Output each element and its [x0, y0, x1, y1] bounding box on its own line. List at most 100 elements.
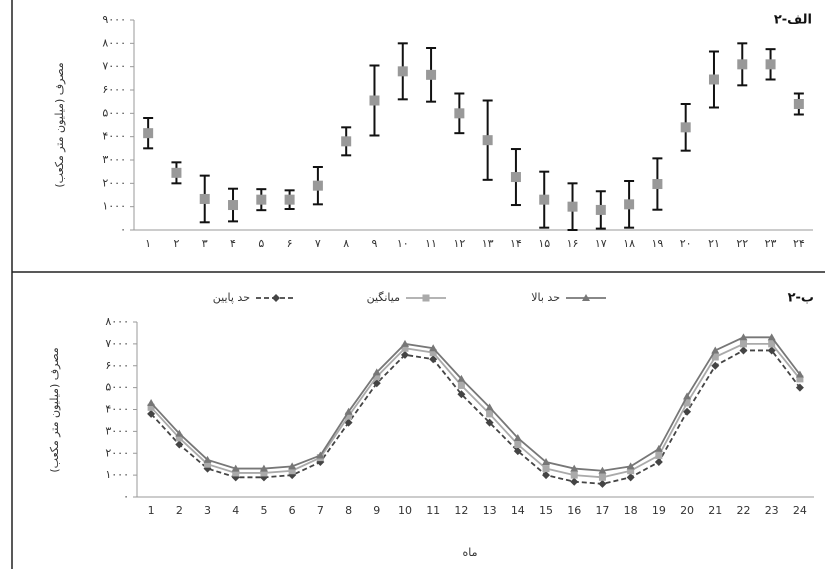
point	[256, 195, 266, 205]
x-tick-label: 2	[176, 504, 183, 517]
y-tick-label: ۱۰۰۰	[105, 468, 129, 481]
point	[200, 194, 210, 204]
marker	[514, 441, 521, 448]
marker	[627, 473, 635, 481]
point	[511, 172, 521, 182]
marker	[627, 462, 635, 469]
x-tick-label: ۶	[287, 237, 293, 250]
marker	[599, 474, 606, 481]
x-tick-label: 12	[454, 504, 468, 517]
y-tick-label: ۶۰۰۰	[105, 359, 129, 372]
line	[151, 337, 800, 470]
point	[426, 70, 436, 80]
x-axis-label: ماه	[462, 546, 477, 559]
y-tick-label: ۲۰۰۰	[105, 446, 129, 459]
x-tick-label: ۱۸	[623, 237, 635, 250]
line	[151, 344, 800, 477]
point	[454, 108, 464, 118]
x-tick-label: 8	[345, 504, 352, 517]
marker	[458, 382, 465, 389]
figure: ۲-الف ۲-ب مصرف (میلیون متر مکعب) مصرف (م…	[0, 0, 825, 569]
x-tick-label: ۱۴	[510, 237, 522, 250]
x-tick-label: 15	[539, 504, 553, 517]
x-tick-label: ۲۴	[793, 237, 805, 250]
point	[341, 136, 351, 146]
x-tick-label: ۵	[258, 237, 264, 250]
marker	[147, 399, 155, 406]
x-tick-label: ۱۳	[482, 237, 494, 250]
legend-label: حد پایین	[213, 291, 250, 304]
x-tick-label: 6	[289, 504, 296, 517]
y-tick-label: ۹۰۰۰	[102, 13, 126, 26]
point	[596, 205, 606, 215]
x-tick-label: ۹	[372, 237, 378, 250]
marker	[401, 340, 409, 347]
legend-marker	[423, 295, 430, 302]
x-tick-label: 9	[373, 504, 380, 517]
x-tick-label: 11	[426, 504, 440, 517]
x-tick-label: ۱۱	[425, 237, 437, 250]
y-tick-label: ۶۰۰۰	[102, 83, 126, 96]
point	[228, 200, 238, 210]
x-tick-label: 21	[708, 504, 722, 517]
y-tick-label: ۵۰۰۰	[102, 106, 126, 119]
point	[539, 195, 549, 205]
marker	[598, 480, 606, 488]
point	[285, 195, 295, 205]
y-axis-label: مصرف (میلیون متر مکعب)	[53, 62, 66, 187]
y-tick-label: ۰	[123, 490, 129, 503]
x-tick-label: ۷	[315, 237, 321, 250]
x-tick-label: ۱۰	[397, 237, 409, 250]
x-tick-label: ۱۹	[651, 237, 663, 250]
x-tick-label: ۲۲	[736, 237, 748, 250]
x-tick-label: ۲۰	[680, 237, 692, 250]
x-tick-label: 23	[765, 504, 779, 517]
y-axis-label: مصرف (میلیون متر مکعب)	[48, 347, 61, 472]
legend-marker	[272, 294, 280, 302]
point	[568, 202, 578, 212]
marker	[543, 465, 550, 472]
x-tick-label: ۱۶	[567, 237, 579, 250]
x-tick-label: ۱۲	[453, 237, 465, 250]
point	[737, 59, 747, 69]
y-tick-label: ۴۰۰۰	[105, 403, 129, 416]
y-tick-label: ۰	[120, 223, 126, 236]
x-tick-label: ۱۵	[538, 237, 550, 250]
marker	[655, 458, 663, 466]
point	[143, 128, 153, 138]
x-tick-label: ۸	[343, 237, 349, 250]
y-tick-label: ۷۰۰۰	[105, 337, 129, 350]
marker	[655, 452, 662, 459]
x-tick-label: ۲۳	[765, 237, 777, 250]
point	[624, 199, 634, 209]
y-tick-label: ۷۰۰۰	[102, 60, 126, 73]
y-tick-label: ۳۰۰۰	[102, 153, 126, 166]
point	[483, 135, 493, 145]
y-tick-label: ۲۰۰۰	[102, 176, 126, 189]
x-tick-label: 18	[624, 504, 638, 517]
marker	[570, 478, 578, 486]
x-tick-label: 7	[317, 504, 324, 517]
x-tick-label: 16	[567, 504, 581, 517]
x-tick-label: 10	[398, 504, 412, 517]
point	[766, 59, 776, 69]
x-tick-label: ۲	[173, 237, 179, 250]
y-tick-label: ۸۰۰۰	[105, 315, 129, 328]
x-tick-label: 5	[260, 504, 267, 517]
x-tick-label: 22	[736, 504, 750, 517]
y-tick-label: ۴۰۰۰	[102, 130, 126, 143]
legend-label: میانگین	[367, 291, 401, 304]
x-tick-label: 14	[511, 504, 525, 517]
point	[681, 122, 691, 132]
panel-title: ۲-ب	[788, 291, 814, 306]
x-tick-label: 13	[483, 504, 497, 517]
marker	[739, 346, 747, 354]
marker	[740, 340, 747, 347]
legend-label: حد بالا	[531, 291, 560, 304]
y-tick-label: ۸۰۰۰	[102, 36, 126, 49]
x-tick-label: 17	[595, 504, 609, 517]
y-tick-label: ۱۰۰۰	[102, 200, 126, 213]
x-tick-label: ۱	[145, 237, 151, 250]
x-tick-label: 3	[204, 504, 211, 517]
point	[652, 179, 662, 189]
